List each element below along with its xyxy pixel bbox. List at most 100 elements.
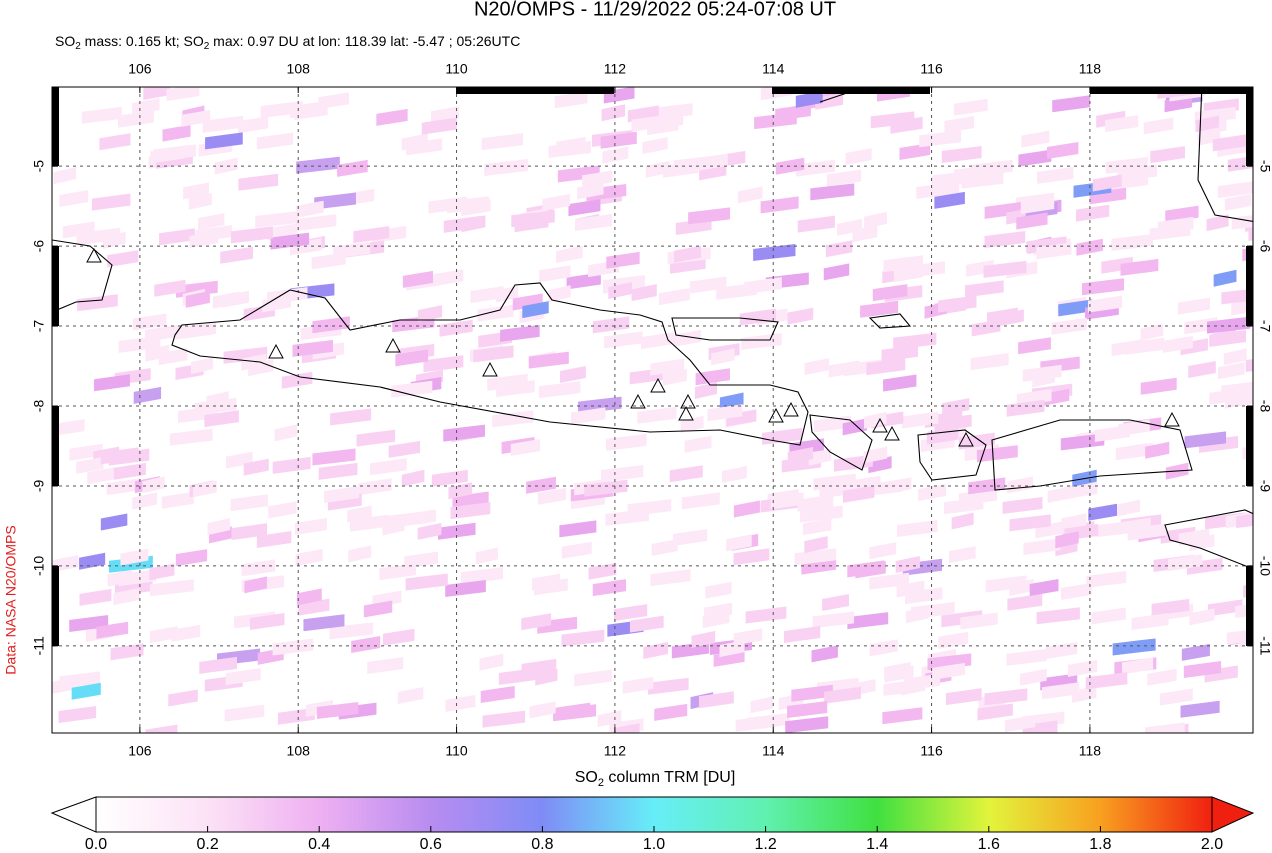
so2-pixel xyxy=(601,104,626,122)
so2-pixel xyxy=(461,567,504,585)
so2-pixel xyxy=(351,635,381,653)
so2-pixel xyxy=(561,629,605,647)
so2-pixel xyxy=(311,252,346,270)
so2-pixel xyxy=(281,371,313,389)
so2-pixel xyxy=(1195,115,1219,133)
colorbar-tick-label: 0.0 xyxy=(85,836,107,853)
so2-pixel xyxy=(439,319,473,337)
so2-pixel xyxy=(883,374,917,392)
frame-check xyxy=(1246,566,1253,646)
so2-pixel xyxy=(895,555,920,573)
so2-pixel xyxy=(795,90,823,108)
so2-pixel xyxy=(482,710,526,728)
y-tick-label: -11 xyxy=(31,636,47,655)
so2-pixel xyxy=(1016,212,1048,230)
so2-pixel xyxy=(870,111,915,129)
so2-pixel xyxy=(76,227,121,245)
so2-pixel xyxy=(87,467,115,485)
so2-pixel xyxy=(401,469,425,487)
so2-pixel xyxy=(391,380,433,398)
so2-pixel xyxy=(175,549,208,567)
so2-pixel xyxy=(977,703,1013,721)
so2-pixel xyxy=(316,702,359,720)
so2-pixel xyxy=(869,572,909,590)
x-tick-label: 114 xyxy=(762,743,785,759)
so2-pixel xyxy=(318,462,358,480)
so2-pixel xyxy=(382,628,415,646)
so2-pixel xyxy=(388,440,421,458)
so2-pixel xyxy=(600,465,644,483)
so2-pixel xyxy=(531,573,561,591)
so2-pixel xyxy=(417,522,442,540)
so2-pixel xyxy=(845,147,872,165)
so2-pixel xyxy=(1217,181,1253,199)
so2-pixel xyxy=(648,677,689,695)
so2-pixel xyxy=(1227,156,1253,172)
so2-pixel xyxy=(775,157,805,175)
so2-pixel xyxy=(481,133,524,151)
so2-pixel xyxy=(983,260,1027,278)
so2-pixel xyxy=(965,280,1004,298)
volcano xyxy=(385,337,401,353)
so2-pixel xyxy=(1209,387,1243,405)
so2-pixel xyxy=(205,132,243,150)
so2-pixel xyxy=(526,476,556,494)
so2-pixel xyxy=(107,250,139,268)
so2-pixel xyxy=(986,307,1019,325)
so2-pixel xyxy=(733,500,760,518)
so2-pixel xyxy=(143,87,171,101)
colorbar-tick-label: 1.8 xyxy=(1089,836,1111,853)
coastline xyxy=(671,317,779,341)
colorbar-tick-label: 1.0 xyxy=(643,836,665,853)
so2-pixel xyxy=(1213,269,1237,287)
so2-pixel xyxy=(602,146,629,164)
subtitle-part: SO xyxy=(55,33,75,49)
so2-pixel xyxy=(312,316,350,334)
so2-pixel xyxy=(637,406,677,424)
so2-pixel xyxy=(358,478,392,496)
so2-pixel xyxy=(539,265,571,283)
so2-pixel xyxy=(113,462,146,480)
so2-pixel xyxy=(212,291,240,309)
so2-pixel xyxy=(608,281,633,299)
so2-pixel xyxy=(872,284,908,302)
so2-pixel xyxy=(1162,335,1193,353)
so2-pixel xyxy=(650,358,685,376)
so2-pixel xyxy=(811,645,838,663)
so2-pixel xyxy=(292,339,333,357)
so2-pixel xyxy=(754,112,797,130)
so2-pixel xyxy=(1217,362,1245,380)
so2-pixel xyxy=(984,231,1026,249)
so2-pixel xyxy=(658,288,690,306)
so2-pixel xyxy=(1076,238,1103,256)
so2-pixel xyxy=(1112,638,1156,656)
so2-pixel xyxy=(1022,720,1058,733)
so2-pixel xyxy=(808,448,832,466)
x-tick-label: 114 xyxy=(762,61,785,77)
colorbar-tick-label: 0.2 xyxy=(196,836,218,853)
so2-pixel xyxy=(296,156,340,174)
so2-pixel xyxy=(421,117,457,135)
so2-pixel xyxy=(673,245,701,263)
so2-pixel xyxy=(445,694,476,712)
so2-pixel xyxy=(823,263,850,281)
so2-pixel xyxy=(785,716,829,733)
so2-pixel xyxy=(1178,528,1210,546)
so2-pixel xyxy=(59,671,101,689)
volcano xyxy=(958,431,974,447)
so2-pixel xyxy=(96,621,129,639)
y-tick-label: -7 xyxy=(31,320,47,333)
so2-pixel xyxy=(363,600,393,618)
so2-pixel xyxy=(94,374,130,392)
so2-pixel xyxy=(1061,582,1092,600)
so2-pixel xyxy=(272,638,314,656)
so2-pixel xyxy=(750,696,774,714)
so2-pixel xyxy=(405,573,448,591)
so2-pixel xyxy=(1046,642,1078,660)
y-tick-label: -5 xyxy=(1257,160,1272,173)
so2-pixel xyxy=(510,438,541,456)
so2-pixel xyxy=(631,114,669,132)
so2-pixel xyxy=(837,218,862,236)
so2-pixel xyxy=(645,160,670,178)
so2-pixel xyxy=(314,192,356,210)
